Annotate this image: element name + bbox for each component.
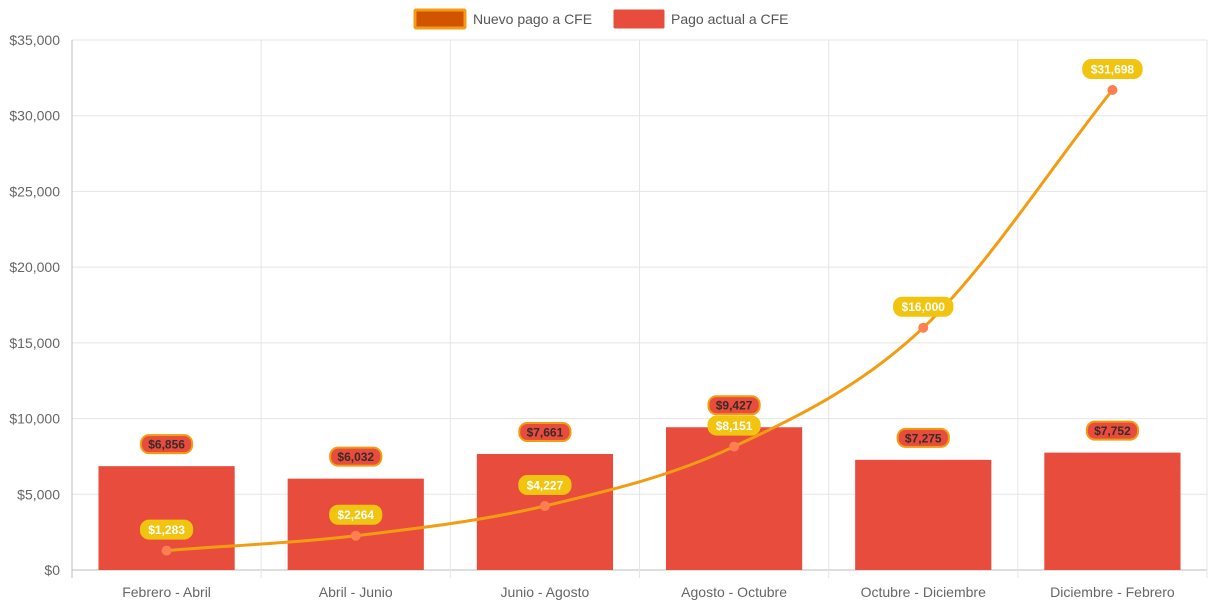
x-tick-label: Diciembre - Febrero: [1050, 584, 1175, 600]
line-data-label: $4,227: [518, 474, 572, 495]
bar-data-label-text: $7,752: [1094, 424, 1131, 438]
legend[interactable]: Nuevo pago a CFE Pago actual a CFE: [413, 8, 789, 30]
line-data-label: $1,283: [139, 519, 194, 540]
bar-series: [98, 427, 1181, 570]
x-tick-label: Junio - Agosto: [501, 584, 590, 600]
line-data-label-text: $8,151: [716, 419, 753, 433]
line-data-label-background: [329, 504, 383, 525]
bar-data-label-text: $9,427: [716, 399, 753, 413]
y-tick-label: $0: [44, 562, 60, 578]
line-data-label-background: [518, 474, 572, 495]
line-data-label-text: $31,698: [1091, 63, 1135, 77]
legend-label-pago-actual[interactable]: Pago actual a CFE: [671, 11, 789, 27]
bar-data-label-text: $7,275: [905, 431, 942, 445]
bar-data-label-text: $7,661: [527, 425, 564, 439]
line-data-label-background: [707, 415, 761, 436]
line-data-label-background: [139, 519, 194, 540]
point-nuevo-pago[interactable]: [729, 441, 740, 452]
axes: $0 $5,000 $10,000 $15,000 $20,000 $25,000 $30,…: [9, 32, 1174, 600]
point-nuevo-pago[interactable]: [161, 545, 172, 556]
bar-data-label: $9,427: [707, 395, 761, 416]
bar-data-label-text: $6,032: [337, 450, 374, 464]
bar-data-label-background: [896, 427, 950, 448]
grid: [71, 39, 1208, 578]
bar-data-label-text: $6,856: [148, 438, 185, 452]
bar-data-label-background: [518, 421, 572, 442]
point-nuevo-pago[interactable]: [539, 500, 550, 511]
y-tick-label: $15,000: [9, 335, 60, 351]
bar-data-label: $6,856: [139, 434, 194, 455]
y-tick-label: $20,000: [9, 259, 60, 275]
line-data-label: $16,000: [893, 296, 954, 317]
y-tick-label: $35,000: [9, 32, 60, 48]
legend-swatch-nuevo-pago[interactable]: [413, 8, 467, 30]
legend-swatch-pago-actual[interactable]: [613, 9, 665, 29]
bar-data-label-background: [139, 434, 194, 455]
bar-data-label: $6,032: [329, 446, 383, 467]
line-nuevo-pago: [166, 89, 1114, 553]
bar-data-label: $7,661: [518, 421, 572, 442]
bar-data-label: $7,752: [1085, 420, 1140, 441]
line-data-label-background: [893, 296, 954, 317]
line-data-label-text: $16,000: [902, 300, 946, 314]
line-data-label-background: [1082, 59, 1143, 80]
point-nuevo-pago[interactable]: [918, 322, 929, 333]
line-series: [161, 85, 1118, 556]
line-data-label-text: $1,283: [148, 523, 185, 537]
bar-data-label-background: [1085, 420, 1140, 441]
line-data-label-text: $2,264: [337, 508, 374, 522]
y-tick-label: $30,000: [9, 108, 60, 124]
bar-data-label-background: [329, 446, 383, 467]
bar-pago-actual[interactable]: [855, 459, 992, 570]
line-data-label: $2,264: [329, 504, 383, 525]
x-tick-label: Agosto - Octubre: [681, 584, 787, 600]
bar-data-label: $7,275: [896, 427, 950, 448]
bar-pago-actual[interactable]: [1044, 452, 1181, 570]
legend-label-nuevo-pago[interactable]: Nuevo pago a CFE: [473, 11, 592, 27]
data-labels: $6,856 $6,032 $7,661 $9,427 $7,275 $7,752 $1,2…: [139, 59, 1143, 540]
y-tick-label: $5,000: [17, 486, 60, 502]
line-data-label: $8,151: [707, 415, 761, 436]
y-tick-label: $25,000: [9, 183, 60, 199]
line-data-label: $31,698: [1082, 59, 1143, 80]
x-tick-label: Octubre - Diciembre: [861, 584, 986, 600]
x-tick-label: Febrero - Abril: [122, 584, 211, 600]
point-nuevo-pago[interactable]: [1107, 85, 1118, 96]
x-tick-label: Abril - Junio: [319, 584, 393, 600]
bar-pago-actual[interactable]: [476, 453, 614, 570]
y-tick-label: $10,000: [9, 411, 60, 427]
bar-data-label-background: [707, 395, 761, 416]
point-nuevo-pago[interactable]: [350, 530, 361, 541]
line-data-label-text: $4,227: [527, 478, 564, 492]
